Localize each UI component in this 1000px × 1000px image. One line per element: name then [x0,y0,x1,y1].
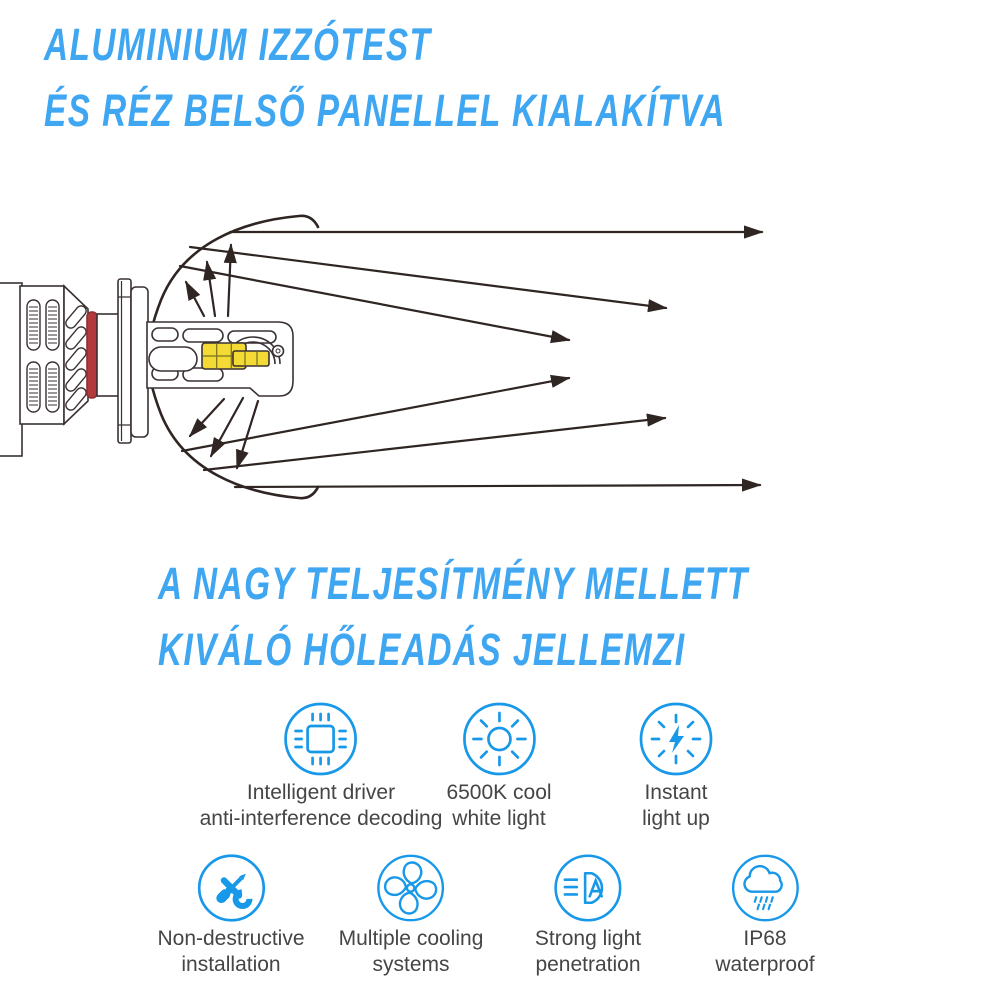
feature-caption-line1: IP68 [743,927,787,950]
bulb-red-ring [86,311,98,399]
cloud-rain-icon [731,854,799,922]
feature-waterproof: IP68 waterproof [715,853,815,978]
light-ray [180,374,571,453]
tools-icon [197,854,265,922]
fan-icon [377,854,445,922]
feature-caption-line2: light up [642,807,710,830]
feature-caption-line2: waterproof [715,953,815,976]
feature-caption-line1: Multiple cooling [338,927,484,950]
feature-caption-line1: Instant [644,781,708,804]
chip-icon [284,702,358,776]
feature-non-destructive: Non-destructive installation [157,853,305,978]
bulb-flange [117,278,132,444]
bulb-hub [130,286,149,438]
headline-top-line2: ÉS RÉZ BELSŐ PANELLEL KIALAKÍTVA [44,85,726,136]
feature-cooling: Multiple cooling systems [338,853,484,978]
headline-mid-line1: A NAGY TELJESÍTMÉNY MELLETT [158,558,749,609]
light-ray [178,264,571,344]
light-rays-source [184,243,260,470]
light-ray [184,280,206,318]
led-bulb-drawing [0,278,294,457]
led-chip-array [201,342,270,370]
feature-caption-line1: Non-destructive [157,927,305,950]
feature-6500k-light: 6500K cool white light [446,701,552,832]
feature-penetration: Strong light penetration [535,853,641,978]
headline-mid-line2: KIVÁLÓ HŐLEADÁS JELLEMZI [158,624,686,675]
headlight-beam-icon [554,854,622,922]
light-ray [188,245,668,313]
headline-top-line1: ALUMINIUM IZZÓTEST [44,19,432,70]
light-ray [209,396,245,458]
feature-caption-line2: systems [372,953,450,976]
light-ray [203,260,217,318]
wrench-shape [220,877,252,909]
light-ray [202,413,667,472]
feature-caption-line2: anti-interference decoding [199,807,443,830]
bulb-collar [96,313,120,397]
light-ray [233,478,762,492]
feature-caption-line1: Intelligent driver [246,781,396,804]
headline-top: ALUMINIUM IZZÓTEST ÉS RÉZ BELSŐ PANELLEL… [44,12,726,144]
feature-caption-line2: white light [452,807,546,830]
feature-caption-line2: installation [181,953,281,976]
bulb-rear-plate [0,282,23,457]
feature-caption-line2: penetration [535,953,641,976]
headline-mid: A NAGY TELJESÍTMÉNY MELLETT KIVÁLÓ HŐLEA… [158,551,749,683]
light-ray [188,397,226,438]
feature-instant-light: Instant light up [638,701,714,832]
feature-caption-line1: 6500K cool [446,781,552,804]
light-ray [223,243,237,318]
lightning-icon [639,702,713,776]
feature-intelligent-driver: Intelligent driver anti-interference dec… [199,701,443,832]
light-ray [235,399,260,470]
feature-caption-line1: Strong light [534,927,642,950]
sun-icon [462,702,536,776]
